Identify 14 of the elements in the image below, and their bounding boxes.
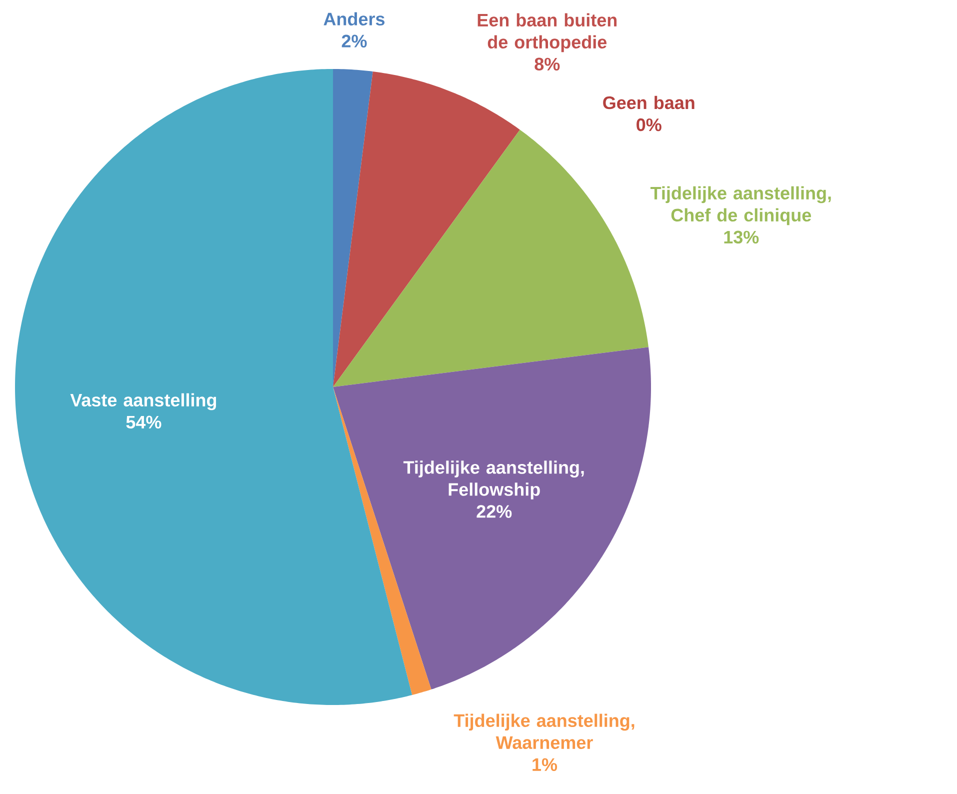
slice-label: Anders (324, 12, 384, 26)
slice-label: Tijdelijke aanstelling, Fellowship (403, 460, 584, 500)
data-label: 8% (534, 58, 560, 71)
slice-label: Tijdelijke aanstelling, Waarnemer (454, 714, 634, 749)
slice-label: Tijdelijke aanstelling, Chef de clinique (650, 186, 831, 226)
category-label: Geen baan (603, 96, 694, 110)
data-label: 54% (126, 416, 162, 429)
data-label: 1% (532, 758, 558, 771)
data-label: 13% (724, 230, 759, 244)
data-label: 2% (342, 34, 367, 48)
text: 0% (636, 118, 662, 132)
slice-label: Vaste aanstelling (70, 393, 216, 410)
data-label: 22% (476, 505, 512, 518)
slice-label: Een baan buiten de orthopedie (478, 13, 617, 52)
